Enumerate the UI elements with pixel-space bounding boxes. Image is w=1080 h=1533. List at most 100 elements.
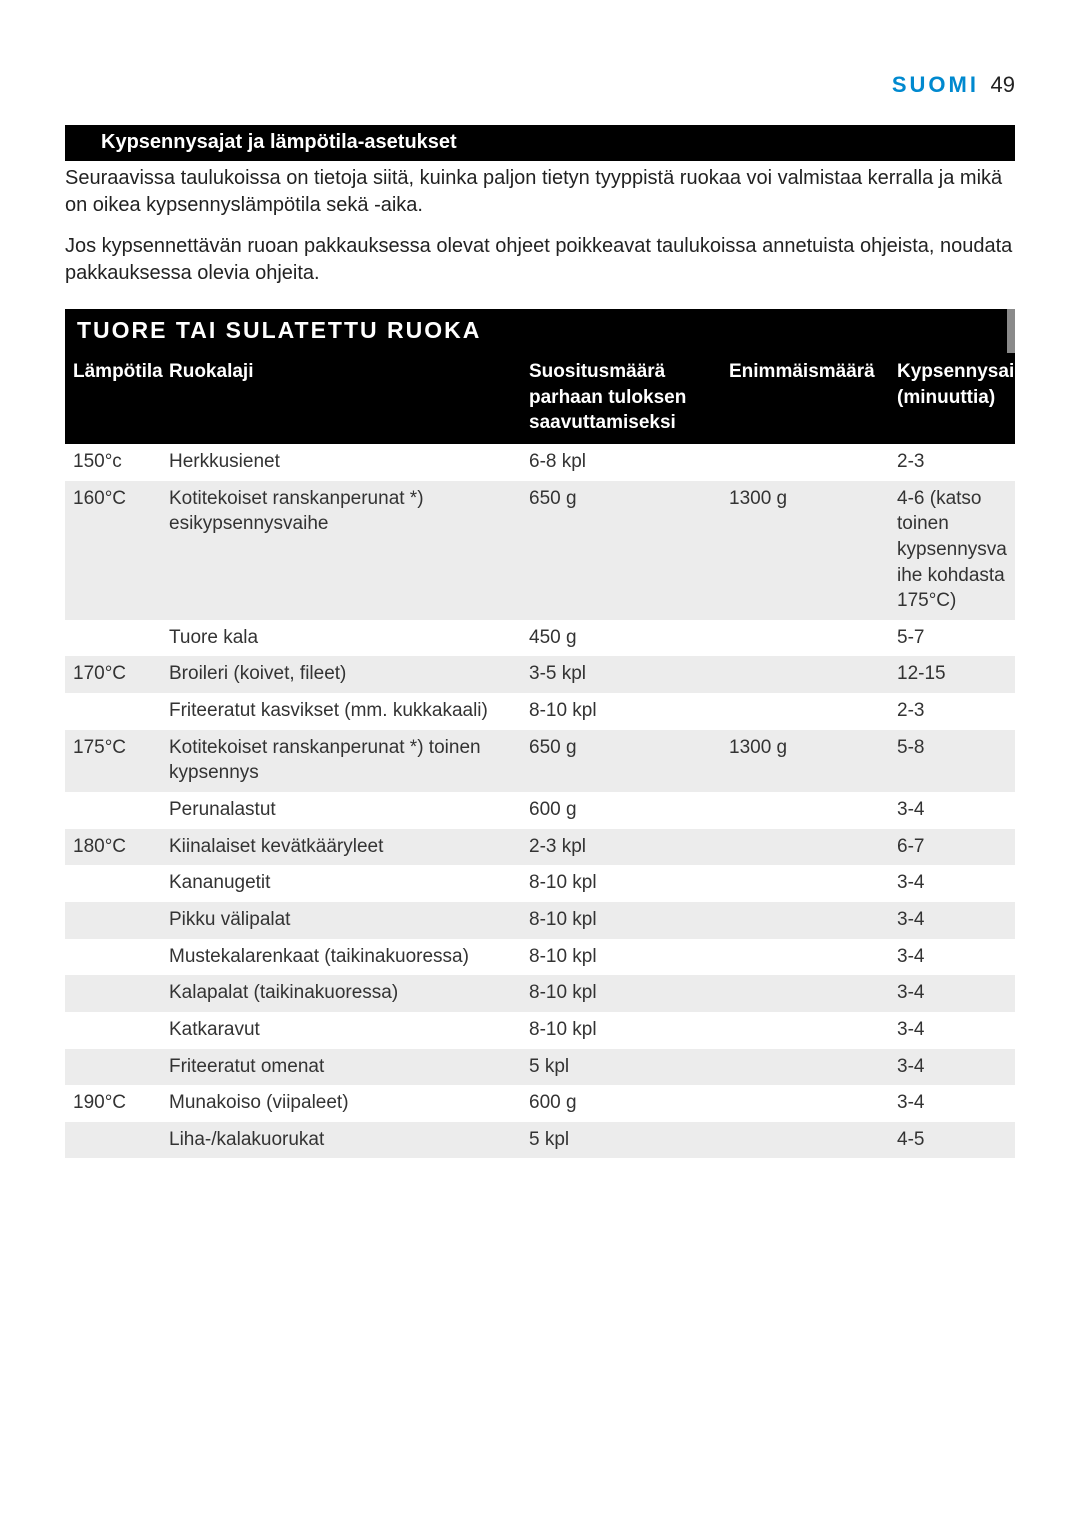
cell-rec: 8-10 kpl xyxy=(521,865,721,902)
table-row: 150°cHerkkusienet6-8 kpl 2-3 xyxy=(65,444,1015,481)
cell-food: Kiinalaiset kevätkääryleet xyxy=(161,829,521,866)
cooking-table: Lämpötila Ruokalaji Suositusmäärä parhaa… xyxy=(65,353,1015,1158)
cell-time: 3-4 xyxy=(889,1049,1015,1086)
intro-block: Seuraavissa taulukoissa on tietoja siitä… xyxy=(65,165,1015,287)
cell-temp xyxy=(65,1122,161,1159)
intro-paragraph-2: Jos kypsennettävän ruoan pakkauksessa ol… xyxy=(65,233,1015,287)
cell-time: 12-15 xyxy=(889,656,1015,693)
cell-temp: 160°C xyxy=(65,481,161,620)
table-row: Kalapalat (taikinakuoressa)8-10 kpl 3-4 xyxy=(65,975,1015,1012)
page-header: SUOMI 49 xyxy=(65,70,1015,100)
cell-max xyxy=(721,1012,889,1049)
cell-temp xyxy=(65,939,161,976)
cell-rec: 8-10 kpl xyxy=(521,939,721,976)
table-row: Katkaravut8-10 kpl3-4 xyxy=(65,1012,1015,1049)
table-row: Friteeratut omenat5 kpl 3-4 xyxy=(65,1049,1015,1086)
cell-rec: 600 g xyxy=(521,792,721,829)
cell-rec: 8-10 kpl xyxy=(521,693,721,730)
table-row: Perunalastut600 g 3-4 xyxy=(65,792,1015,829)
table-row: 170°CBroileri (koivet, fileet)3-5 kpl 12-… xyxy=(65,656,1015,693)
cell-temp xyxy=(65,975,161,1012)
table-row: Liha-/kalakuorukat5 kpl 4-5 xyxy=(65,1122,1015,1159)
cell-rec: 8-10 kpl xyxy=(521,902,721,939)
cell-time: 4-6 (katso toinen kypsennysvaihe kohdast… xyxy=(889,481,1015,620)
table-row: 160°CKotitekoiset ranskanperunat *) esik… xyxy=(65,481,1015,620)
cell-max xyxy=(721,1049,889,1086)
cell-max: 1300 g xyxy=(721,481,889,620)
cell-temp xyxy=(65,620,161,657)
cell-max xyxy=(721,1122,889,1159)
cell-time: 3-4 xyxy=(889,975,1015,1012)
table-row: 175°CKotitekoiset ranskanperunat *) toin… xyxy=(65,730,1015,792)
cell-time: 3-4 xyxy=(889,1085,1015,1122)
cell-time: 5-8 xyxy=(889,730,1015,792)
cell-time: 3-4 xyxy=(889,939,1015,976)
cell-temp: 175°C xyxy=(65,730,161,792)
cell-food: Kananugetit xyxy=(161,865,521,902)
cell-food: Friteeratut omenat xyxy=(161,1049,521,1086)
cell-max xyxy=(721,444,889,481)
cell-temp: 150°c xyxy=(65,444,161,481)
cell-temp: 180°C xyxy=(65,829,161,866)
cell-temp xyxy=(65,693,161,730)
cell-time: 5-7 xyxy=(889,620,1015,657)
table-row: Friteeratut kasvikset (mm. kukkakaali)8-… xyxy=(65,693,1015,730)
cell-rec: 8-10 kpl xyxy=(521,1012,721,1049)
cell-rec: 650 g xyxy=(521,481,721,620)
cell-max xyxy=(721,620,889,657)
col-header-rec: Suositusmäärä parhaan tuloksen saavuttam… xyxy=(521,353,721,444)
cell-max xyxy=(721,693,889,730)
cell-max xyxy=(721,939,889,976)
language-label: SUOMI xyxy=(892,72,979,97)
cell-time: 3-4 xyxy=(889,792,1015,829)
cell-food: Kalapalat (taikinakuoressa) xyxy=(161,975,521,1012)
cell-rec: 6-8 kpl xyxy=(521,444,721,481)
section-heading: Kypsennysajat ja lämpötila-asetukset xyxy=(65,125,1015,161)
cell-max xyxy=(721,975,889,1012)
col-header-food: Ruokalaji xyxy=(161,353,521,444)
page-number: 49 xyxy=(991,72,1015,97)
cell-food: Broileri (koivet, fileet) xyxy=(161,656,521,693)
cell-max xyxy=(721,865,889,902)
col-header-time: Kypsennysaika (minuuttia) xyxy=(889,353,1015,444)
cell-food: Munakoiso (viipaleet) xyxy=(161,1085,521,1122)
cell-rec: 5 kpl xyxy=(521,1049,721,1086)
cell-time: 3-4 xyxy=(889,865,1015,902)
cell-max xyxy=(721,829,889,866)
cell-rec: 3-5 kpl xyxy=(521,656,721,693)
cell-temp xyxy=(65,865,161,902)
cell-food: Friteeratut kasvikset (mm. kukkakaali) xyxy=(161,693,521,730)
cell-max xyxy=(721,656,889,693)
cell-temp: 170°C xyxy=(65,656,161,693)
cell-max xyxy=(721,1085,889,1122)
cell-rec: 650 g xyxy=(521,730,721,792)
cell-food: Herkkusienet xyxy=(161,444,521,481)
cell-rec: 450 g xyxy=(521,620,721,657)
cell-food: Katkaravut xyxy=(161,1012,521,1049)
cell-max: 1300 g xyxy=(721,730,889,792)
table-row: Kananugetit8-10 kpl 3-4 xyxy=(65,865,1015,902)
table-title: TUORE TAI SULATETTU RUOKA xyxy=(65,309,1015,353)
cell-time: 4-5 xyxy=(889,1122,1015,1159)
cell-food: Pikku välipalat xyxy=(161,902,521,939)
cell-temp xyxy=(65,1012,161,1049)
table-row: 190°CMunakoiso (viipaleet)600 g3-4 xyxy=(65,1085,1015,1122)
cell-food: Liha-/kalakuorukat xyxy=(161,1122,521,1159)
table-row: 180°CKiinalaiset kevätkääryleet2-3 kpl6-… xyxy=(65,829,1015,866)
cell-temp: 190°C xyxy=(65,1085,161,1122)
cell-max xyxy=(721,902,889,939)
table-row: Pikku välipalat8-10 kpl 3-4 xyxy=(65,902,1015,939)
col-header-max: Enimmäismäärä xyxy=(721,353,889,444)
cell-time: 2-3 xyxy=(889,693,1015,730)
cell-rec: 8-10 kpl xyxy=(521,975,721,1012)
cell-temp xyxy=(65,792,161,829)
cell-food: Kotitekoiset ranskanperunat *) esikypsen… xyxy=(161,481,521,620)
cell-rec: 5 kpl xyxy=(521,1122,721,1159)
cell-max xyxy=(721,792,889,829)
cell-time: 3-4 xyxy=(889,902,1015,939)
cell-food: Perunalastut xyxy=(161,792,521,829)
cell-rec: 2-3 kpl xyxy=(521,829,721,866)
table-row: Mustekalarenkaat (taikinakuoressa)8-10 k… xyxy=(65,939,1015,976)
cell-food: Mustekalarenkaat (taikinakuoressa) xyxy=(161,939,521,976)
cell-time: 2-3 xyxy=(889,444,1015,481)
